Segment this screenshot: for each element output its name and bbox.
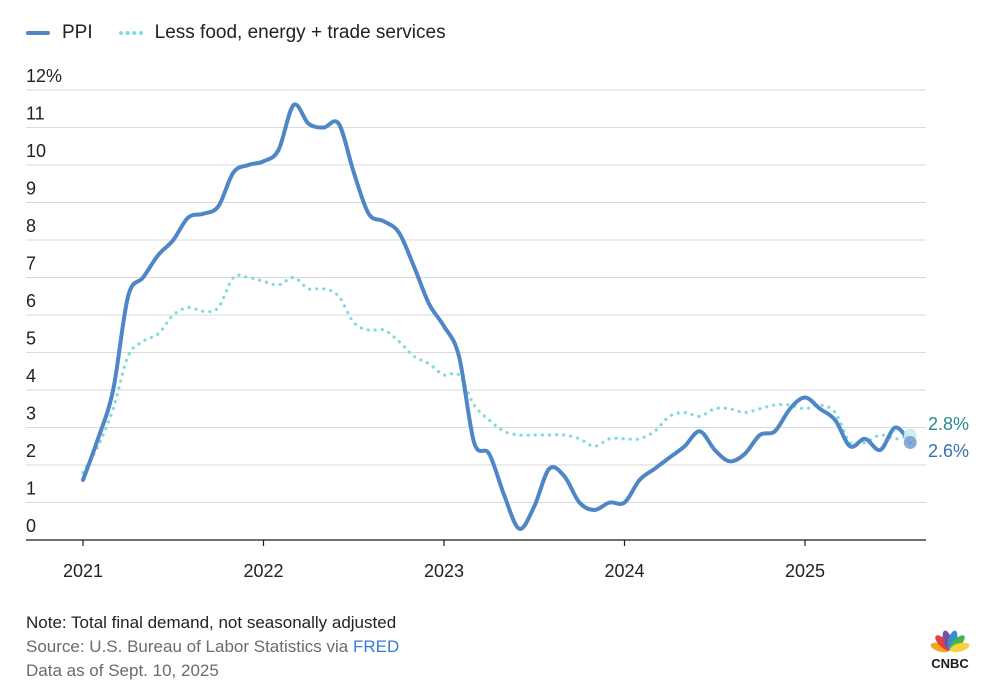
source-link[interactable]: FRED [352, 637, 400, 656]
chart-legend: PPI Less food, energy + trade services [26, 18, 446, 48]
y-tick-label: 4 [26, 366, 36, 386]
end-label-ppi: 2.6% [928, 441, 969, 461]
nbc-peacock-icon [930, 630, 970, 653]
series-line-ppi [81, 102, 913, 531]
end-label-core: 2.8% [928, 414, 969, 434]
y-tick-label: 11 [26, 104, 45, 124]
peacock-feather [949, 642, 970, 653]
y-tick-label: 8 [26, 216, 36, 236]
x-tick-label: 2025 [785, 561, 825, 581]
y-tick-label: 12% [26, 66, 62, 86]
legend-label-core: Less food, energy + trade services [154, 22, 446, 43]
legend-swatch-solid [26, 31, 50, 35]
x-tick-label: 2023 [424, 561, 464, 581]
source-prefix: Source: U.S. Bureau of Labor Statistics … [26, 637, 353, 656]
y-tick-label: 3 [26, 404, 36, 424]
y-tick-label: 2 [26, 441, 36, 461]
series-line-core [81, 273, 912, 475]
note-text: Note: Total final demand, not seasonally… [26, 613, 397, 632]
legend-item-ppi: PPI [26, 22, 93, 44]
y-tick-label: 10 [26, 141, 46, 161]
logo-text: CNBC [931, 656, 969, 670]
cnbc-logo: CNBC [930, 630, 970, 670]
data-date: Data as of Sept. 10, 2025 [26, 661, 219, 680]
y-tick-label: 6 [26, 291, 36, 311]
y-tick-label: 5 [26, 329, 36, 349]
legend-label-ppi: PPI [62, 22, 93, 43]
y-tick-label: 0 [26, 516, 36, 536]
legend-item-core: Less food, energy + trade services [118, 22, 446, 44]
y-tick-label: 9 [26, 179, 36, 199]
x-tick-label: 2021 [63, 561, 103, 581]
line-chart: 0 1 2 3 4 5 6 7 8 9 10 11 12% 2021 2022 2023 2024 2025 2.6… [26, 66, 969, 581]
x-tick-label: 2022 [243, 561, 283, 581]
y-tick-label: 7 [26, 254, 36, 274]
legend-swatch-dotted [118, 31, 143, 35]
y-tick-label: 1 [26, 479, 36, 499]
end-marker-ppi [903, 436, 917, 449]
source-text: Source: U.S. Bureau of Labor Statistics … [26, 635, 399, 659]
chart-notes: Note: Total final demand, not seasonally… [26, 611, 399, 683]
x-tick-label: 2024 [604, 561, 644, 581]
